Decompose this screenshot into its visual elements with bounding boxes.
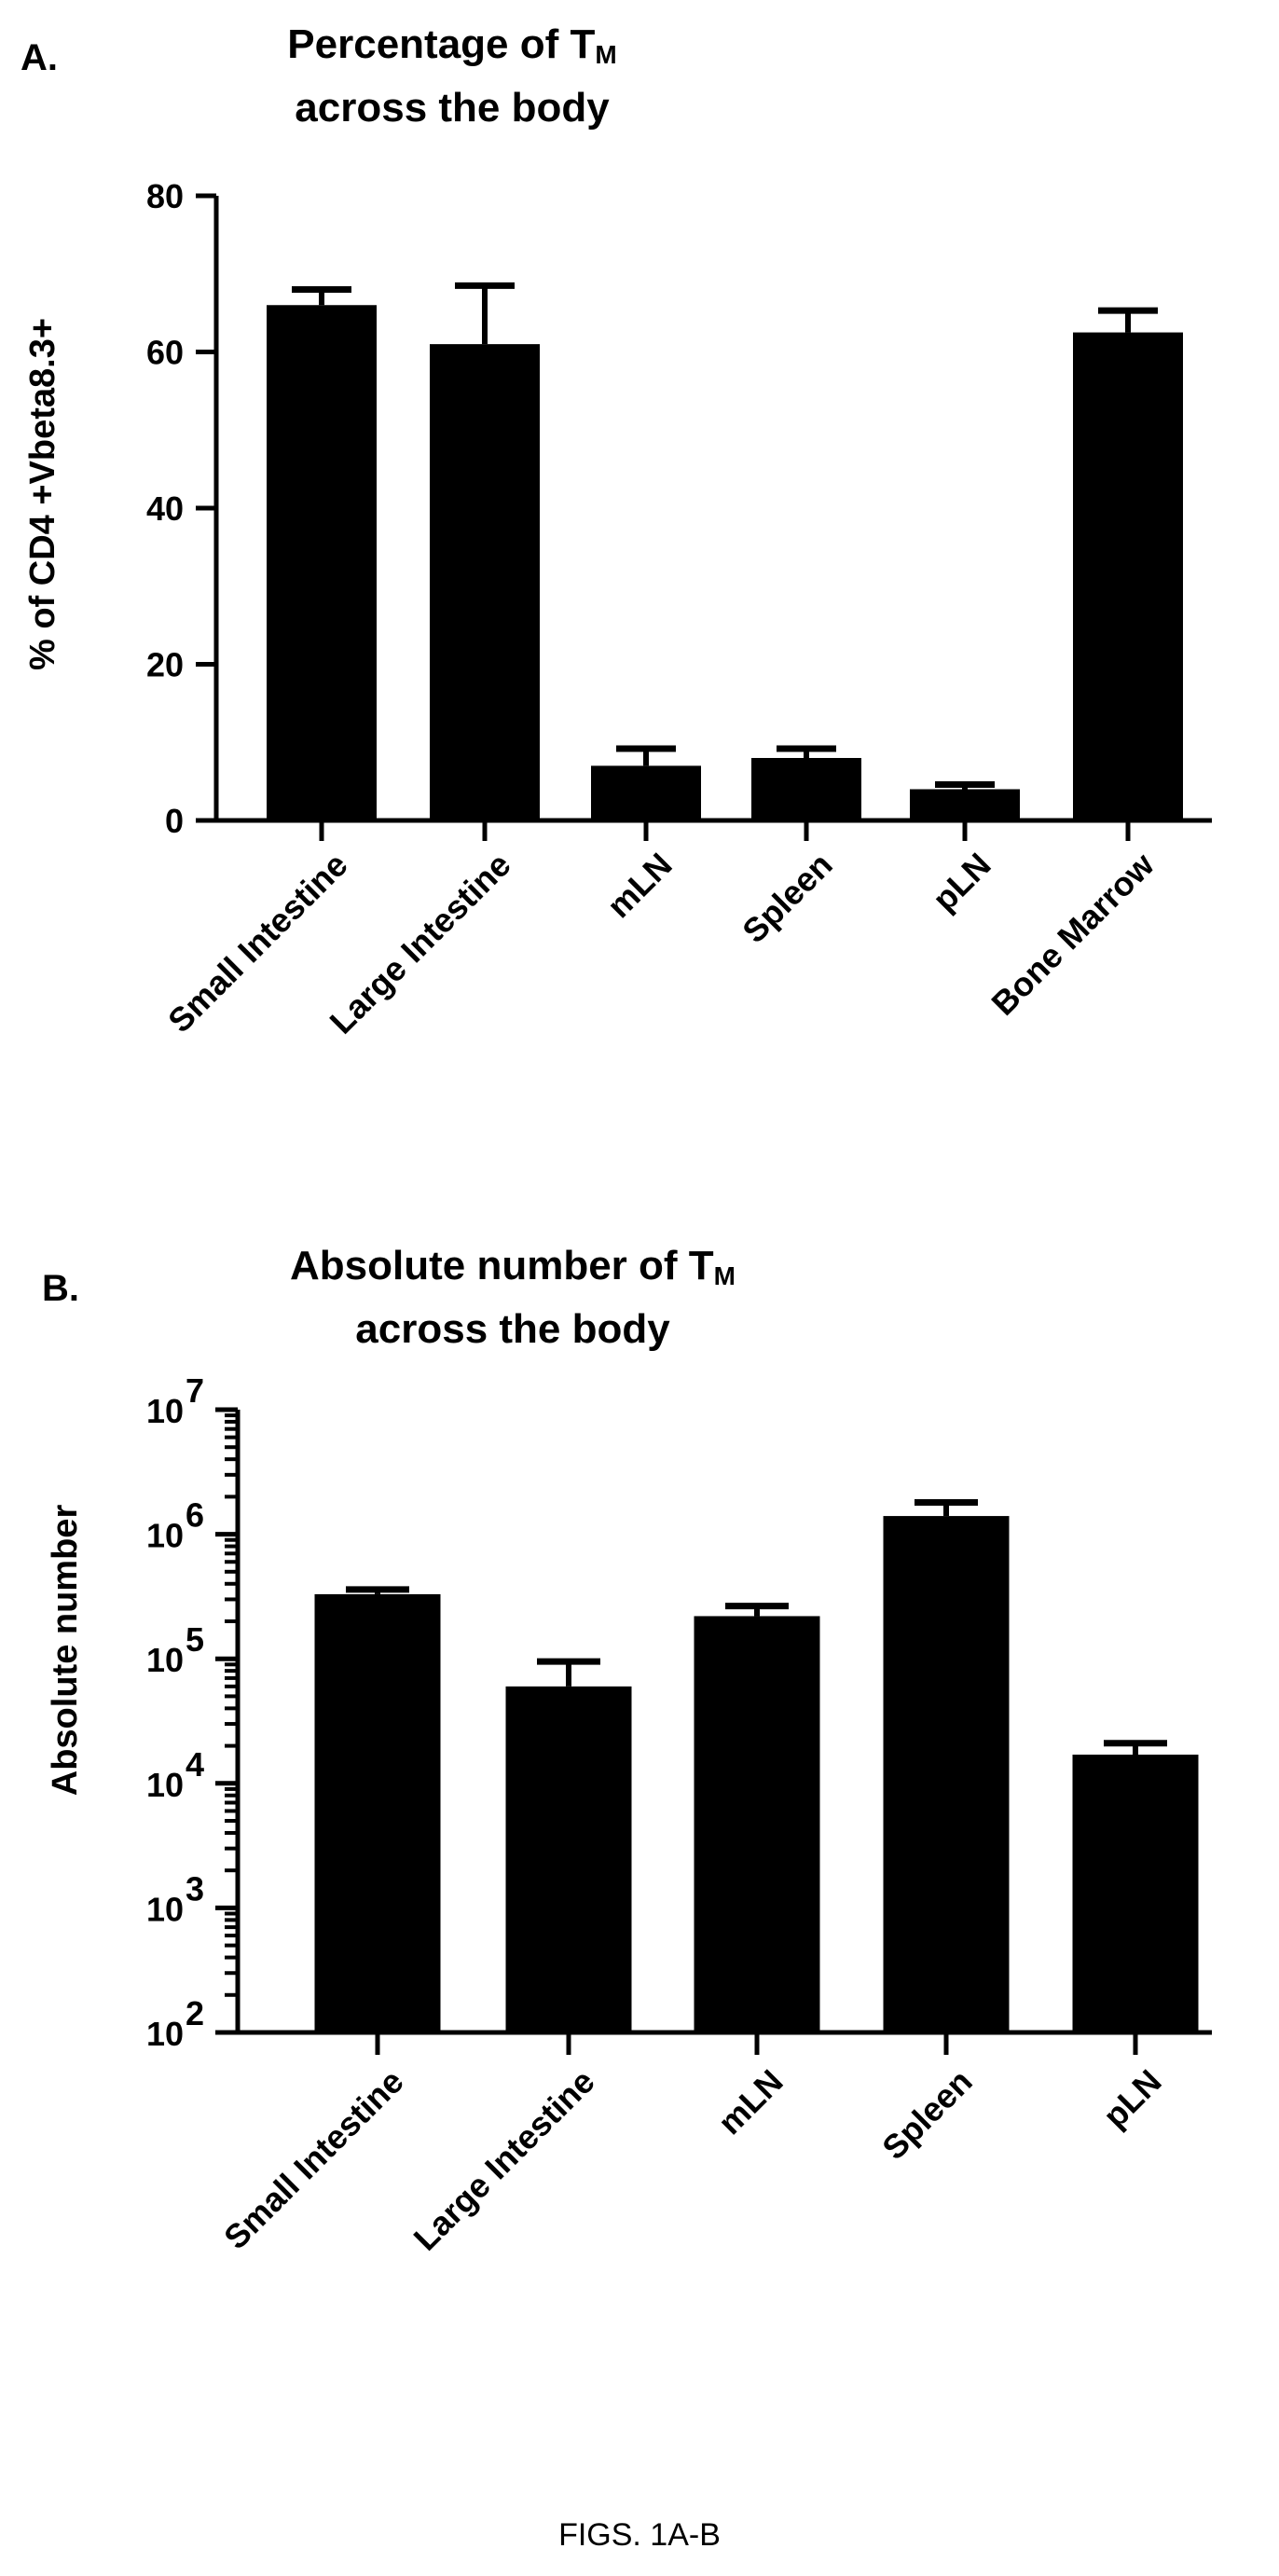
panel-b-y-tick-label: 10 [146,1517,184,1555]
panel-b-bar [694,1616,820,2032]
panel-b-title-line1: Absolute number of TM [290,1243,736,1290]
panel-a-y-axis-label: % of CD4 +Vbeta8.3+ [23,318,62,670]
panel-a-y-tick-label: 40 [146,489,184,528]
panel-b-y-tick-exponent: 5 [186,1620,204,1659]
panel-a-y-tick-label: 80 [146,177,184,215]
panel-a-bar [591,765,701,820]
panel-a-category-label: Spleen [735,846,839,950]
panel-a-y-tick-label: 60 [146,334,184,372]
panel-a-bar [267,305,377,820]
figure-caption: FIGS. 1A-B [558,2517,721,2553]
panel-a-y-tick-label: 20 [146,646,184,684]
panel-a-title-main: Percentage of T [287,21,595,67]
panel-b-y-axis-label: Absolute number [46,1505,85,1797]
panel-a-y-tick-label: 0 [165,802,184,840]
panel-a-title-line1: Percentage of TM [287,21,616,69]
panel-b-title-subscript: M [714,1261,736,1290]
panel-b-y-tick-exponent: 4 [186,1745,204,1784]
panel-b-y-tick-exponent: 7 [186,1371,204,1410]
panel-b-title-main: Absolute number of T [290,1243,714,1288]
panel-b-category-label: mLN [710,2062,791,2142]
panel-a-bar [430,344,540,820]
panel-b-y-tick-exponent: 3 [186,1869,204,1908]
panel-b-label: B. [42,1268,79,1309]
panel-b-title-line2: across the body [355,1306,670,1352]
panel-b-category-label: Large Intestine [406,2062,602,2258]
panel-b-y-tick-label: 10 [146,1641,184,1679]
panel-b-bar [314,1593,441,2032]
panel-b-y-tick-label: 10 [146,1890,184,1928]
panel-b-y-tick-label: 10 [146,1766,184,1804]
panel-a-label: A. [21,37,58,78]
panel-a-title-subscript: M [595,40,616,69]
panel-a-category-label: mLN [599,846,680,926]
panel-b-bar [883,1516,1010,2032]
panel-b-y-tick-label: 10 [146,1392,184,1430]
panel-a-bar [1073,332,1183,820]
panel-b-y-tick-exponent: 2 [186,1994,204,2032]
panel-b-y-tick-exponent: 6 [186,1496,204,1535]
panel-a-category-label: pLN [925,846,997,918]
panel-b-category-label: Small Intestine [216,2062,411,2257]
panel-a-bar [751,758,861,820]
panel-b-y-tick-label: 10 [146,2015,184,2053]
panel-a-title-line2: across the body [295,85,610,131]
panel-a-bar [910,789,1020,820]
panel-b-bar [1072,1755,1199,2032]
panel-a-category-label: Bone Marrow [983,845,1162,1023]
panel-b-category-label: pLN [1095,2062,1168,2135]
panel-b-bar [505,1686,632,2032]
panel-b-category-label: Spleen [874,2062,979,2167]
